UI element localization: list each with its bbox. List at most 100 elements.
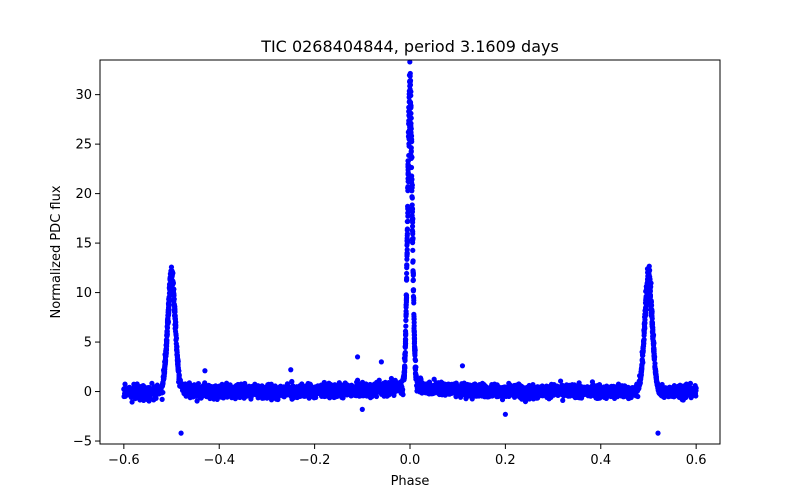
data-point [643,306,649,313]
data-point [560,397,566,403]
data-point [646,286,653,292]
y-tick-label: 30 [75,88,92,103]
data-point [645,290,651,296]
data-point [400,392,406,398]
chart-title: TIC 0268404844, period 3.1609 days [260,37,559,56]
data-point [648,310,654,316]
data-point [122,381,128,387]
data-point [412,345,418,351]
data-point [172,315,178,321]
data-point [409,227,415,233]
data-point [171,308,177,314]
data-point [163,342,170,348]
data-point [640,352,646,359]
data-point [408,145,414,151]
y-axis-label: Normalized PDC flux [49,185,64,318]
data-point [159,396,165,402]
data-point [502,411,508,417]
data-point [174,347,180,354]
data-point [410,259,416,265]
data-point [643,295,650,302]
data-point [639,363,645,369]
data-point [403,295,410,301]
data-point [400,387,406,393]
x-tick-label: 0.2 [495,453,516,468]
data-point [404,270,410,277]
data-point [405,183,411,190]
data-point [405,170,411,177]
data-point [173,331,179,337]
data-point [165,320,171,326]
data-point [405,218,411,225]
data-point [407,99,414,105]
data-point [160,380,166,386]
data-point [178,430,184,436]
data-point [401,368,408,374]
data-point [164,328,170,334]
data-point [169,270,176,276]
y-tick-label: 5 [84,336,92,351]
data-point [412,356,418,362]
data-point [408,153,414,159]
data-point [173,341,179,347]
data-point [693,388,699,394]
data-point [640,338,647,344]
data-point [643,302,649,308]
data-point [654,379,660,385]
y-tick-label: 15 [75,237,92,252]
data-point [171,302,177,308]
data-point [411,311,417,317]
data-point [412,364,418,371]
data-point [409,180,415,186]
data-point [410,269,416,275]
data-point [354,354,361,360]
data-point [403,330,409,336]
data-point [641,332,647,339]
data-point [410,293,417,300]
data-point [403,310,409,317]
data-point [402,350,408,356]
data-point [687,380,694,386]
data-point [638,370,644,376]
data-point [650,329,656,335]
data-point [558,378,564,384]
data-point [173,337,179,343]
y-tick-label: 20 [75,187,92,202]
data-point [407,79,413,85]
data-point [168,276,175,283]
x-tick-label: −0.2 [299,453,331,468]
data-point [645,267,651,273]
x-axis: −0.6 −0.4 −0.2 0.0 0.2 0.4 0.6 [108,444,706,468]
data-point [405,213,411,219]
data-point [405,188,411,194]
data-point [406,112,412,118]
data-point [407,59,413,65]
data-point [166,302,172,308]
data-point [167,296,173,303]
data-point [153,395,159,401]
data-point [409,139,415,145]
data-point [405,206,411,212]
data-point [655,430,661,436]
data-point [408,92,414,99]
data-point [640,343,647,349]
data-point [404,256,410,262]
data-point [403,301,409,308]
data-point [404,237,411,243]
data-point [405,158,411,164]
data-point [642,321,648,327]
data-point [170,289,176,296]
x-tick-label: 0.0 [400,453,421,468]
data-point [410,236,416,242]
data-point [410,277,416,284]
data-point [402,338,409,345]
data-point [407,86,413,92]
data-point [403,323,409,329]
data-point [459,363,466,369]
data-point [693,393,699,399]
x-tick-label: 0.6 [686,453,707,468]
data-point [373,393,380,400]
data-point [163,353,169,359]
data-point [174,353,180,360]
